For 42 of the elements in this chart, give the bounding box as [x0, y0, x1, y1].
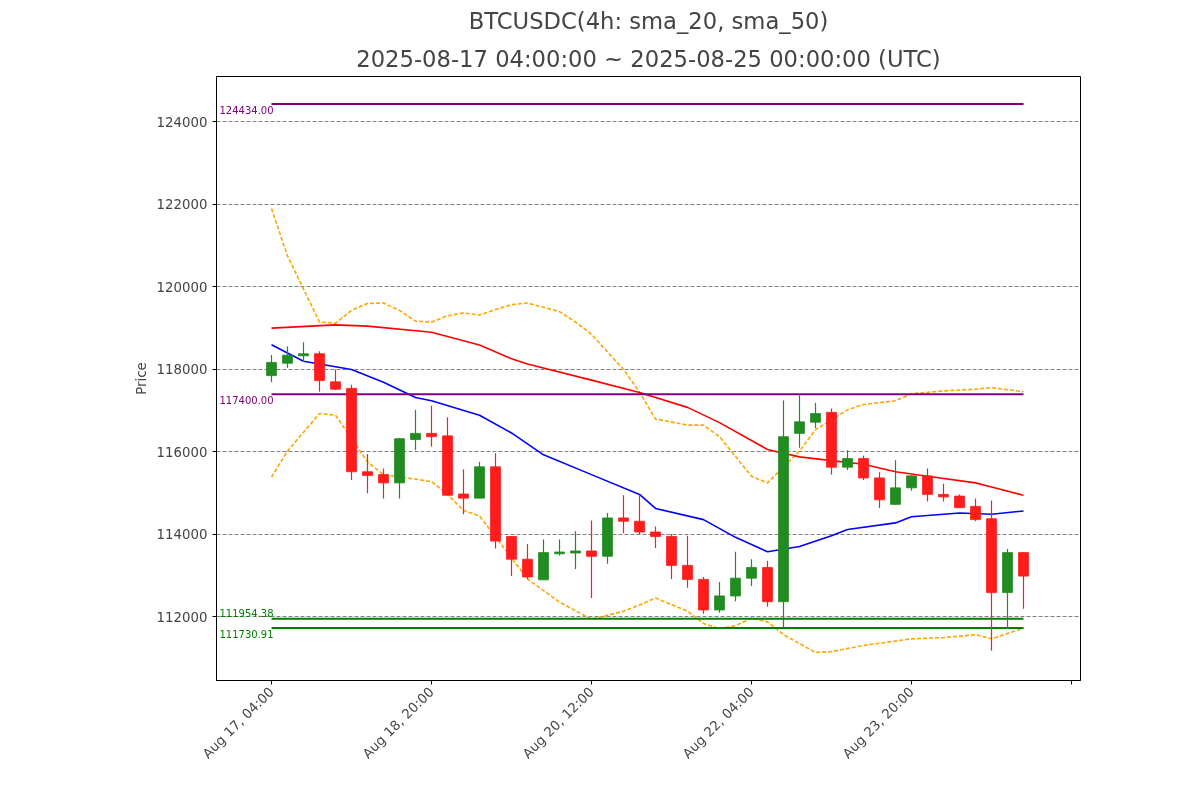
candlestick [890, 459, 901, 506]
candlestick [810, 402, 821, 429]
candlestick [1018, 551, 1029, 610]
candlestick [874, 471, 885, 509]
candlestick [682, 535, 693, 589]
candlestick [746, 558, 757, 587]
y-tick-label: 124000 [156, 114, 208, 130]
candlestick [650, 526, 661, 549]
y-tick-label: 116000 [156, 444, 208, 460]
ref-line-label: 117400.00 [219, 395, 274, 407]
y-tick-label: 118000 [156, 362, 208, 378]
candlestick [618, 494, 629, 534]
candlestick [426, 405, 437, 448]
candlestick [922, 467, 933, 503]
candlestick [794, 393, 805, 449]
y-axis-title: Price [133, 362, 149, 395]
y-tick-label: 112000 [156, 609, 208, 625]
candlestick [842, 449, 853, 471]
candlestick [506, 535, 517, 577]
candlestick [378, 467, 389, 500]
y-tick-label: 120000 [156, 279, 208, 295]
candlestick [458, 468, 469, 515]
chart-title: BTCUSDC(4h: sma_20, sma_50) [468, 7, 829, 34]
candlestick [266, 354, 277, 383]
candlestick [362, 453, 373, 494]
ref-line-label: 111730.91 [219, 629, 274, 641]
candlestick [634, 494, 645, 536]
candlestick [282, 345, 293, 369]
candlestick [410, 409, 421, 451]
ref-line-label: 124434.00 [219, 104, 274, 116]
ref-line-label: 111954.38 [219, 607, 274, 619]
candlestick [858, 455, 869, 481]
candlestick [522, 543, 533, 580]
chart-subtitle: 2025-08-17 04:00:00 ~ 2025-08-25 00:00:00 (UTC) [356, 45, 941, 72]
y-tick-label: 122000 [156, 197, 208, 213]
candlestick [586, 519, 597, 599]
candlestick [970, 497, 981, 522]
candlestick [714, 581, 725, 614]
candlestick [298, 341, 309, 363]
y-tick-label: 114000 [156, 527, 208, 543]
candlestick [730, 551, 741, 602]
candlestick [570, 530, 581, 570]
